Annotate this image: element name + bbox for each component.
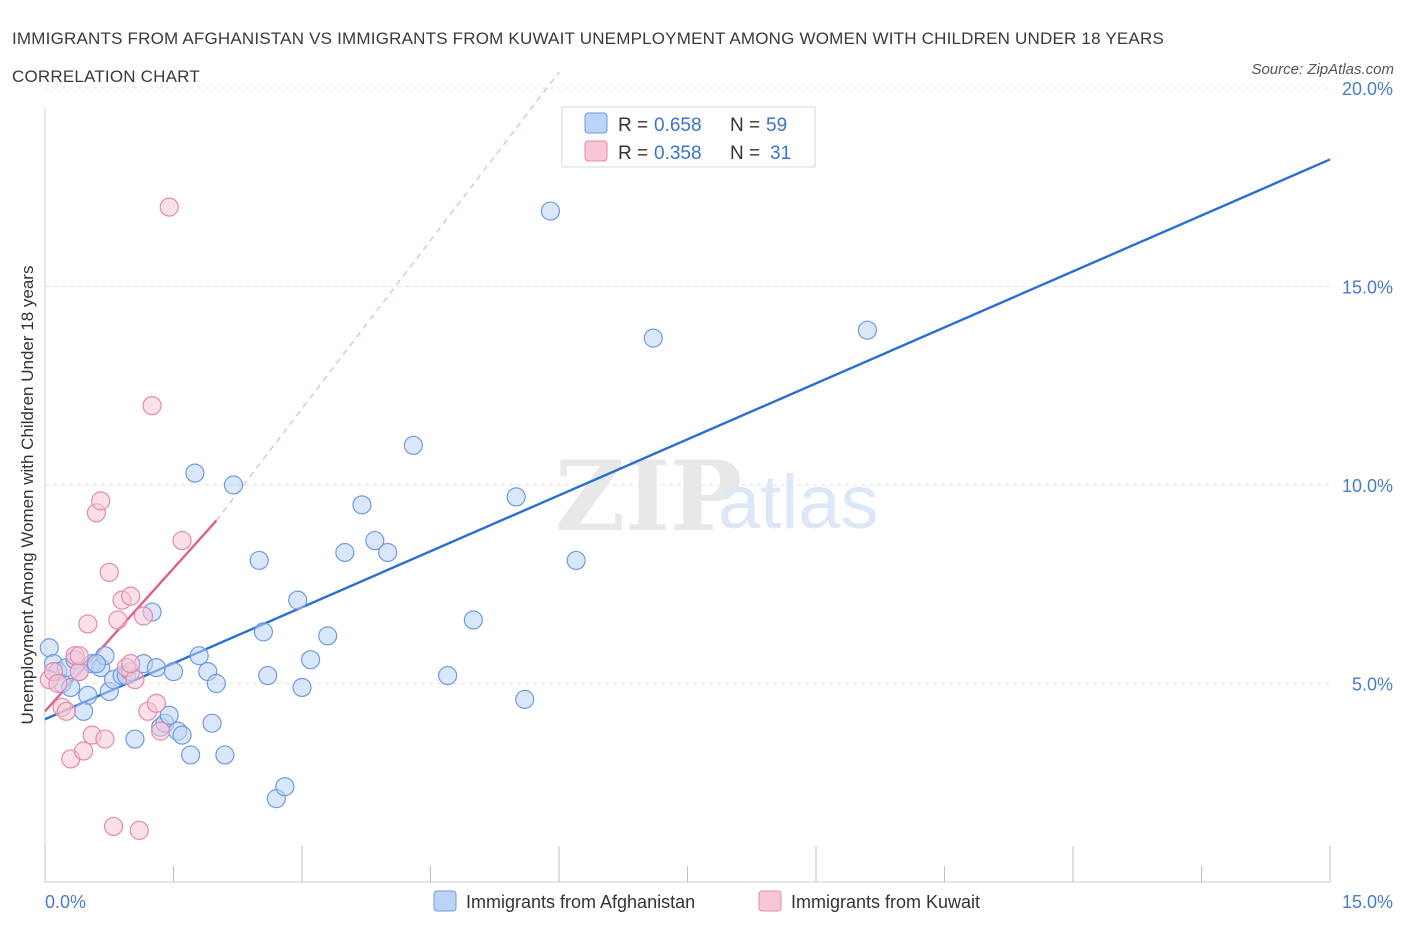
point-afghanistan-57 <box>163 661 184 682</box>
point-afghanistan-49 <box>506 487 526 507</box>
legend-n-label-2: N = <box>730 143 760 164</box>
point-kuwait-20 <box>125 669 145 690</box>
point-afghanistan-34 <box>253 622 274 642</box>
point-kuwait-13 <box>95 729 115 749</box>
point-afghanistan-39 <box>292 677 312 698</box>
point-kuwait-8 <box>73 741 94 761</box>
y-tick-label-3: 20.0% <box>1342 79 1393 99</box>
series-label-kuwait: Immigrants from Kuwait <box>791 892 980 912</box>
source-label: Source: ZipAtlas.com <box>1251 61 1394 78</box>
point-kuwait-19 <box>121 586 141 606</box>
point-kuwait-25 <box>146 693 166 713</box>
series-label-afghanistan: Immigrants from Afghanistan <box>466 892 695 912</box>
y-tick-label-2: 15.0% <box>1342 278 1393 298</box>
point-kuwait-14 <box>99 562 119 582</box>
legend-r-label-2: R = <box>618 143 648 164</box>
point-afghanistan-52 <box>566 550 586 571</box>
legend-n-value-2: 31 <box>770 143 791 164</box>
legend-swatch-kuwait <box>584 140 608 162</box>
y-tick-label-0: 5.0% <box>1352 675 1393 695</box>
point-afghanistan-47 <box>438 665 458 686</box>
data-points <box>39 197 878 840</box>
point-kuwait-12 <box>91 491 111 511</box>
legend-n-value-1: 59 <box>766 115 787 136</box>
point-kuwait-15 <box>103 816 124 837</box>
point-afghanistan-58 <box>189 646 209 666</box>
grid-lines <box>45 87 1330 684</box>
point-afghanistan-38 <box>288 590 308 610</box>
point-kuwait-29 <box>69 646 89 666</box>
point-afghanistan-43 <box>352 495 372 515</box>
watermark-zip: ZIP <box>555 440 742 553</box>
point-afghanistan-33 <box>249 550 269 571</box>
point-afghanistan-8 <box>78 685 98 706</box>
legend-r-value-1: 0.658 <box>654 115 702 136</box>
watermark: ZIP atlas <box>555 440 879 553</box>
y-axis-label: Unemployment Among Women with Children U… <box>18 266 37 725</box>
point-afghanistan-27 <box>185 463 205 483</box>
point-afghanistan-46 <box>403 435 423 455</box>
point-afghanistan-29 <box>202 713 222 733</box>
legend-r-label-1: R = <box>618 115 648 136</box>
point-afghanistan-51 <box>540 201 561 221</box>
point-afghanistan-45 <box>378 542 398 563</box>
series-swatch-afghanistan <box>433 890 457 912</box>
point-kuwait-24 <box>142 396 162 416</box>
point-afghanistan-40 <box>300 650 321 670</box>
point-afghanistan-35 <box>258 665 278 686</box>
legend-swatch-afghanistan <box>584 112 608 134</box>
point-kuwait-4 <box>56 701 77 721</box>
point-afghanistan-31 <box>215 745 235 765</box>
point-kuwait-22 <box>133 606 154 626</box>
point-kuwait-16 <box>108 610 128 630</box>
point-kuwait-26 <box>151 721 171 741</box>
point-afghanistan-25 <box>172 725 192 745</box>
point-afghanistan-53 <box>643 328 663 348</box>
x-tick-label-0: 0.0% <box>45 892 86 912</box>
point-kuwait-9 <box>78 614 98 634</box>
legend-n-label-1: N = <box>730 115 760 136</box>
point-afghanistan-23 <box>159 705 179 725</box>
trend-line-afghanistan <box>44 158 1331 721</box>
trend-lines <box>44 71 1331 721</box>
trend-extension-kuwait <box>215 71 560 522</box>
point-afghanistan-26 <box>181 745 201 765</box>
point-afghanistan-55 <box>73 701 94 721</box>
x-tick-labels: 0.0% 15.0% <box>45 892 1393 912</box>
x-tick-label-1: 15.0% <box>1342 892 1393 912</box>
point-afghanistan-50 <box>515 689 535 709</box>
series-swatch-kuwait <box>758 890 782 912</box>
point-afghanistan-37 <box>275 777 295 797</box>
point-afghanistan-32 <box>223 475 244 495</box>
correlation-legend: R = 0.658 N = 59 R = 0.358 N = 31 <box>561 106 816 168</box>
series-legend: Immigrants from Afghanistan Immigrants f… <box>433 890 980 912</box>
point-kuwait-2 <box>48 673 68 694</box>
point-afghanistan-56 <box>86 654 107 674</box>
axes <box>44 108 1331 883</box>
chart-title: IMMIGRANTS FROM AFGHANISTAN VS IMMIGRANT… <box>12 29 1164 86</box>
legend-r-value-2: 0.358 <box>654 143 702 164</box>
point-afghanistan-30 <box>206 673 226 694</box>
point-afghanistan-48 <box>463 610 483 630</box>
point-kuwait-28 <box>172 530 192 551</box>
point-kuwait-27 <box>159 197 179 217</box>
point-afghanistan-42 <box>335 542 355 563</box>
y-tick-labels: 5.0% 10.0% 15.0% 20.0% <box>1342 79 1393 695</box>
watermark-atlas: atlas <box>718 460 879 545</box>
point-afghanistan-20 <box>146 658 166 678</box>
point-afghanistan-17 <box>125 729 145 749</box>
point-kuwait-21 <box>129 820 149 840</box>
point-kuwait-30 <box>121 654 141 674</box>
point-afghanistan-54 <box>857 320 878 340</box>
point-afghanistan-44 <box>365 530 385 551</box>
point-afghanistan-41 <box>318 626 338 646</box>
point-afghanistan-0 <box>39 638 59 658</box>
y-tick-label-1: 10.0% <box>1342 476 1393 496</box>
